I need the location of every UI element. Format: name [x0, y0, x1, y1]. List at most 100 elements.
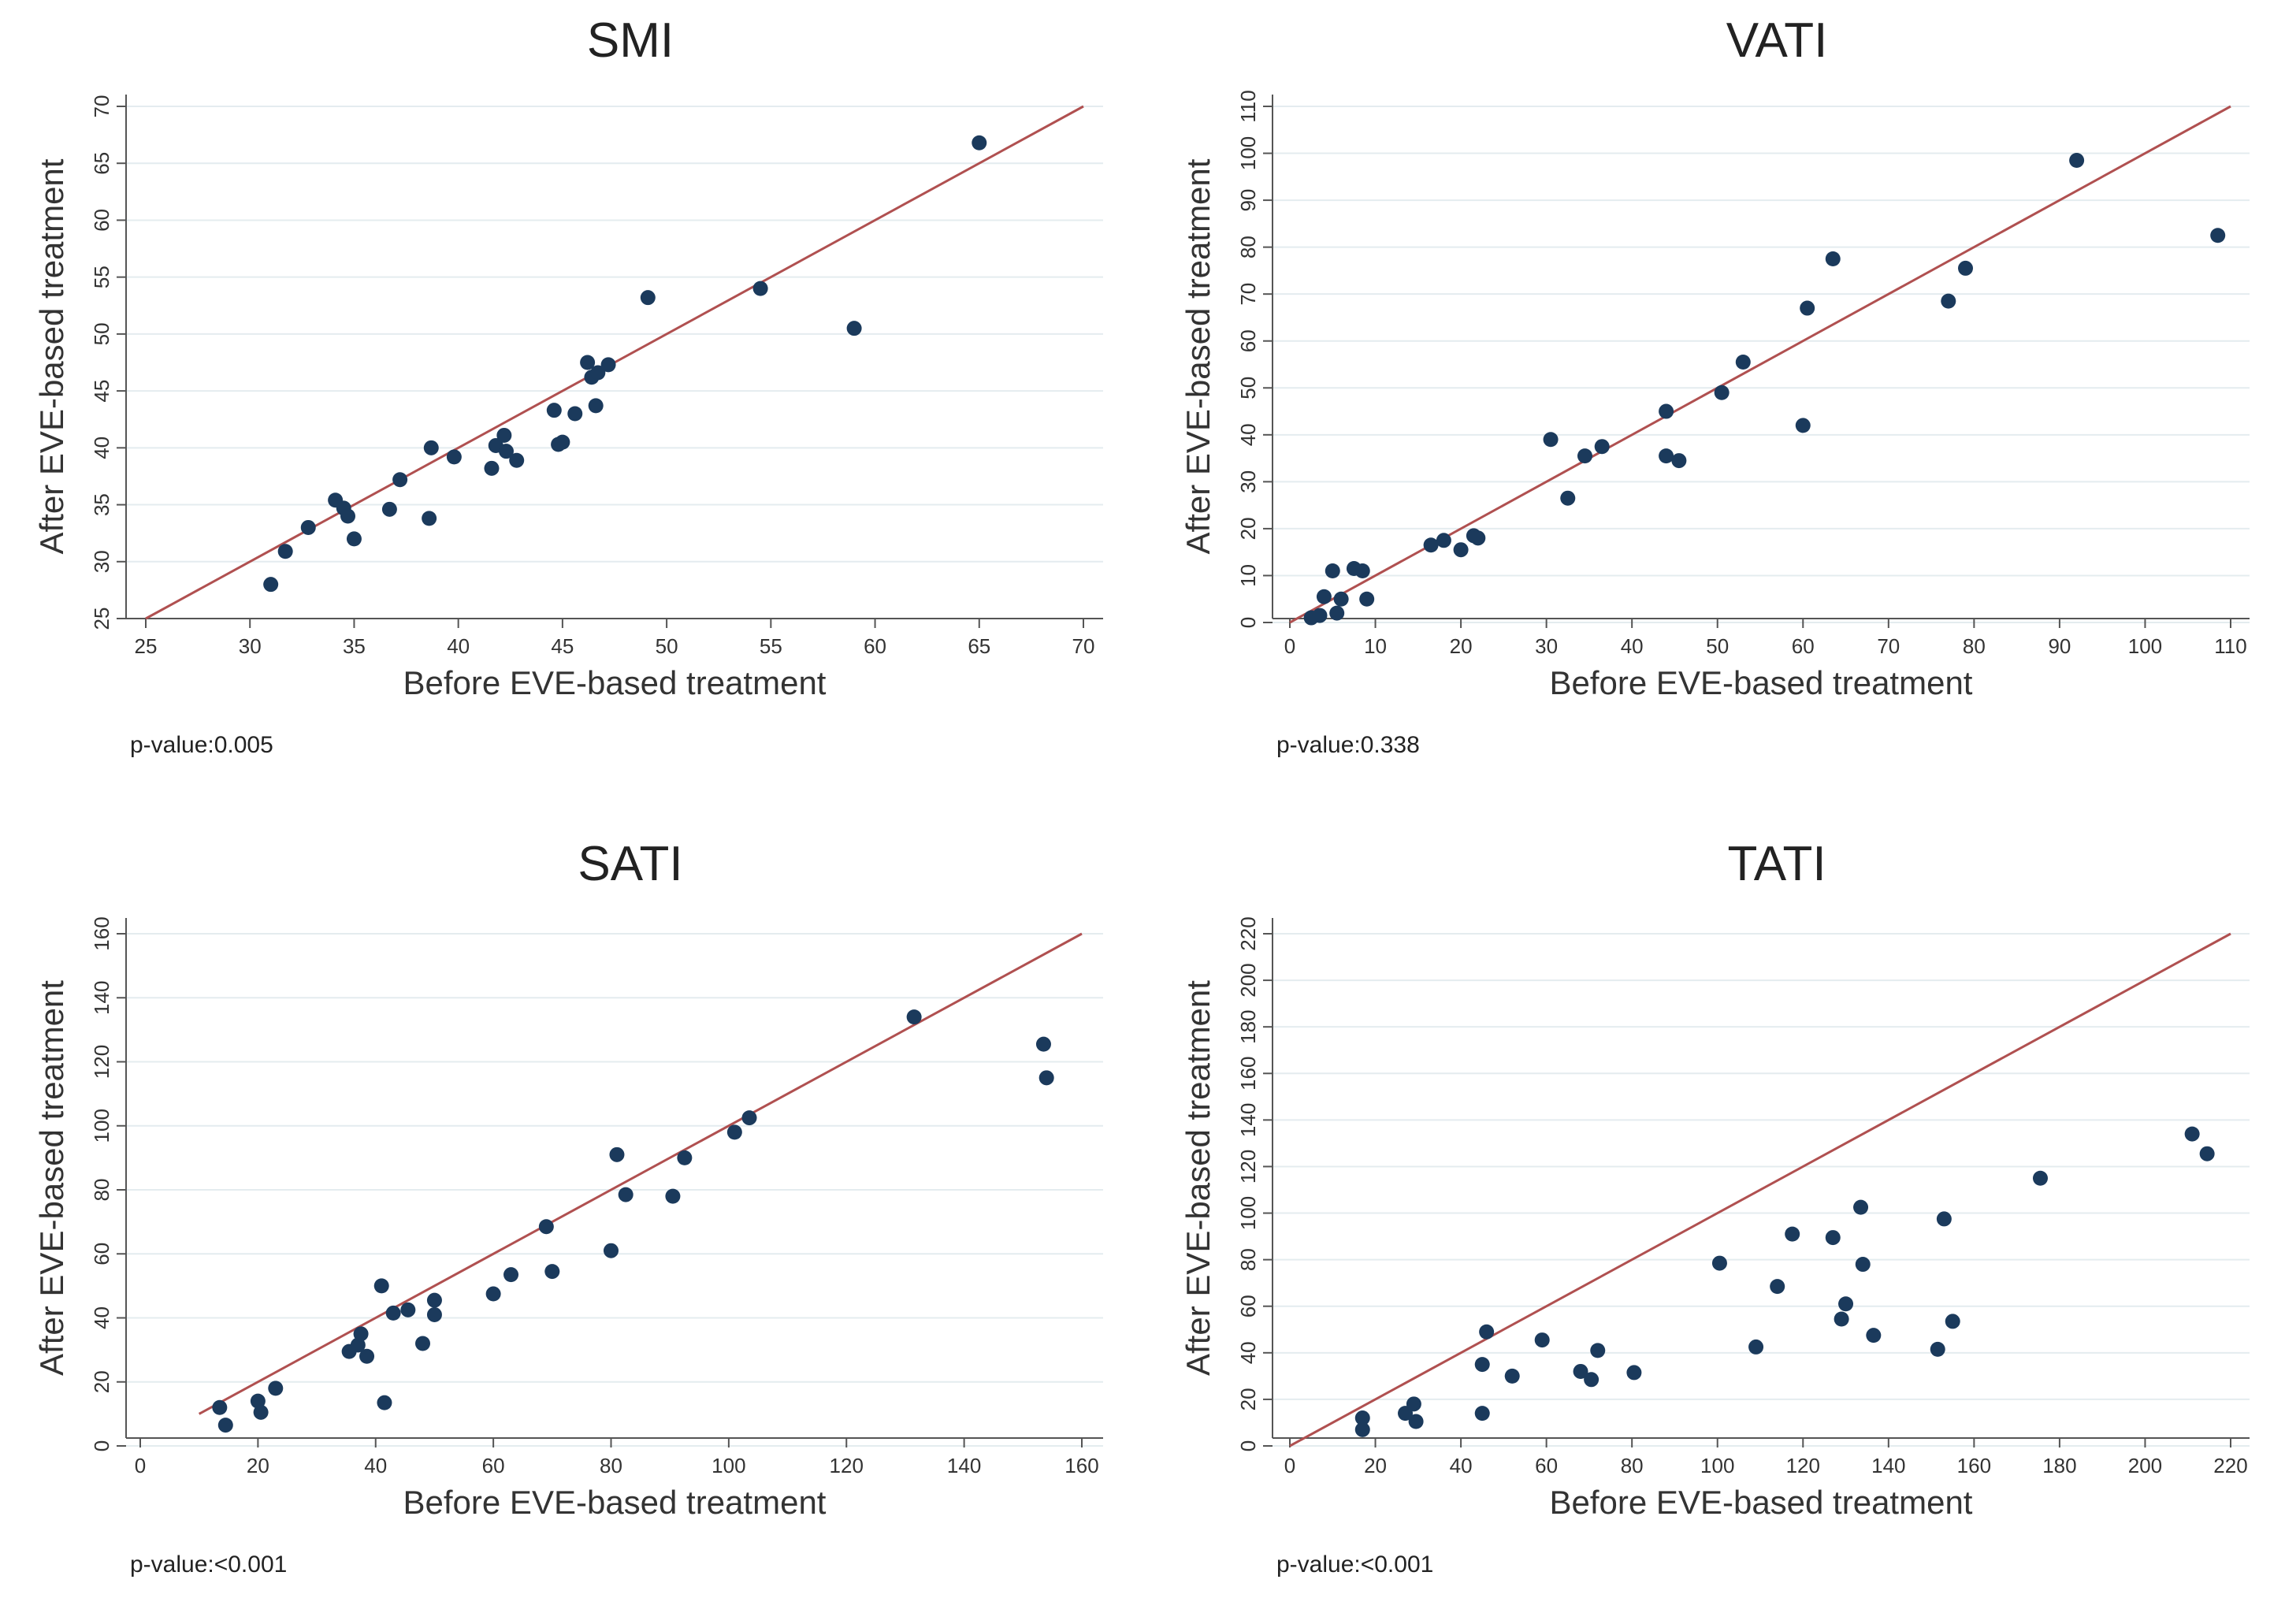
sati-x-tick-label: 40 [364, 1454, 387, 1477]
tati-point [1785, 1226, 1800, 1242]
sati-point [268, 1381, 284, 1396]
tati-x-tick-label: 60 [1535, 1454, 1558, 1477]
smi-y-tick-label: 65 [90, 152, 113, 175]
vati-point [1671, 453, 1687, 469]
vati-title: VATI [1726, 13, 1828, 68]
vati-x-tick-label: 70 [1877, 634, 1900, 658]
vati-point [1423, 537, 1439, 553]
sati-x-tick-label: 80 [600, 1454, 622, 1477]
tati-x-axis-title: Before EVE-based treatment [1550, 1484, 1973, 1521]
sati-point [1035, 1036, 1051, 1052]
vati-x-tick-label: 90 [2048, 634, 2071, 658]
smi-y-tick-label: 55 [90, 266, 113, 288]
tati-y-tick-label: 0 [1236, 1440, 1260, 1451]
vati-point [1329, 605, 1345, 621]
tati-y-tick-label: 80 [1236, 1248, 1260, 1271]
tati-point [1770, 1279, 1785, 1295]
smi-point [546, 403, 562, 418]
smi-point [600, 357, 616, 373]
sati-point [426, 1306, 442, 1322]
sati-point [377, 1395, 392, 1410]
tati-y-tick-label: 220 [1236, 916, 1260, 950]
vati-y-tick-label: 30 [1236, 470, 1260, 493]
smi-point [277, 544, 293, 559]
tati-y-tick-label: 60 [1236, 1295, 1260, 1317]
sati-point [212, 1399, 228, 1415]
smi-p-value: p-value:0.005 [130, 732, 273, 758]
sati-y-tick-label: 60 [90, 1243, 113, 1265]
tati-y-tick-label: 100 [1236, 1196, 1260, 1230]
vati-x-tick-label: 40 [1621, 634, 1644, 658]
sati-point [253, 1404, 269, 1420]
vati-point [1594, 439, 1610, 455]
smi-point [846, 321, 862, 336]
smi-point [496, 427, 512, 443]
sati-x-tick-label: 0 [135, 1454, 146, 1477]
sati-point [385, 1305, 401, 1321]
tati-point [1626, 1365, 1642, 1381]
vati-point [1543, 432, 1559, 448]
vati-y-axis-title: After EVE-based treatment [1180, 158, 1217, 554]
smi-x-tick-label: 35 [343, 634, 366, 658]
sati-x-tick-label: 120 [830, 1454, 864, 1477]
vati-y-tick-label: 0 [1236, 617, 1260, 628]
tati-point [1406, 1396, 1421, 1412]
smi-y-tick-label: 70 [90, 95, 113, 118]
sati-y-tick-label: 160 [90, 916, 113, 950]
vati-y-tick-label: 70 [1236, 283, 1260, 306]
tati-y-tick-label: 160 [1236, 1057, 1260, 1091]
tati-point [1853, 1199, 1869, 1215]
smi-x-tick-label: 45 [551, 634, 574, 658]
vati-point [1659, 403, 1674, 419]
sati-y-tick-label: 80 [90, 1179, 113, 1202]
vati-point [2069, 152, 2085, 168]
tati-x-tick-label: 200 [2128, 1454, 2162, 1477]
sati-y-tick-label: 0 [90, 1440, 113, 1451]
vati-point [1560, 490, 1576, 506]
tati-x-tick-label: 220 [2213, 1454, 2247, 1477]
vati-point [1470, 530, 1486, 546]
tati-x-tick-label: 180 [2042, 1454, 2076, 1477]
tati-y-tick-label: 20 [1236, 1388, 1260, 1410]
tati-point [1930, 1341, 1945, 1357]
vati-x-tick-label: 60 [1792, 634, 1815, 658]
sati-point [359, 1348, 375, 1364]
smi-x-tick-label: 40 [447, 634, 470, 658]
vati-x-tick-label: 80 [1963, 634, 1986, 658]
sati-x-axis-title: Before EVE-based treatment [403, 1484, 827, 1521]
smi-point [392, 472, 408, 488]
vati-x-tick-label: 0 [1284, 634, 1295, 658]
tati-reference-line [1289, 932, 2231, 1447]
tati-x-tick-label: 120 [1786, 1454, 1820, 1477]
sati-point [538, 1219, 554, 1235]
tati-point [2199, 1146, 2215, 1161]
smi-point [588, 398, 604, 414]
tati-point [1936, 1211, 1952, 1227]
vati-x-tick-label: 110 [2214, 634, 2246, 658]
vati-point [1354, 563, 1370, 578]
tati-point [1590, 1343, 1606, 1358]
tati-point [1825, 1230, 1841, 1246]
tati-x-tick-label: 140 [1871, 1454, 1905, 1477]
smi-point [263, 577, 279, 593]
tati-point [1474, 1357, 1490, 1373]
smi-point [580, 355, 596, 370]
sati-point [400, 1302, 416, 1317]
sati-p-value: p-value:<0.001 [130, 1552, 287, 1578]
tati-y-tick-label: 120 [1236, 1150, 1260, 1184]
sati-x-tick-label: 160 [1064, 1454, 1098, 1477]
vati-point [2210, 228, 2226, 243]
tati-y-tick-label: 40 [1236, 1341, 1260, 1364]
vati-y-tick-label: 40 [1236, 423, 1260, 446]
sati-point [906, 1009, 922, 1025]
tati-x-tick-label: 80 [1621, 1454, 1644, 1477]
tati-point [1838, 1296, 1854, 1312]
smi-point [590, 365, 606, 381]
vati-y-tick-label: 100 [1236, 136, 1260, 170]
tati-x-tick-label: 40 [1450, 1454, 1473, 1477]
tati-point [1504, 1368, 1520, 1384]
smi-point [567, 406, 583, 422]
tati-title: TATI [1727, 837, 1826, 891]
tati-y-tick-label: 180 [1236, 1009, 1260, 1043]
